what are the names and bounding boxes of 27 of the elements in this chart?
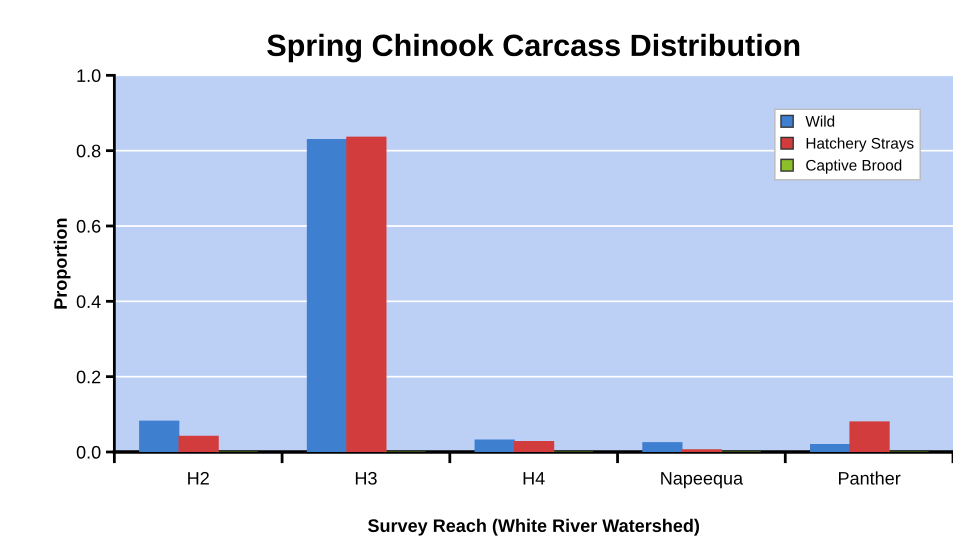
bar — [474, 440, 515, 452]
x-tick-label: Napeequa — [661, 472, 744, 488]
x-tick-label: H2 — [188, 472, 209, 485]
legend-label: Wild — [805, 116, 834, 127]
bar — [178, 436, 219, 452]
bar — [306, 138, 348, 452]
x-tick-label: H3 — [356, 472, 377, 485]
legend-label: Hatchery Strays — [806, 137, 914, 152]
y-tick-label: 0.2 — [76, 370, 100, 384]
y-tick-label: 0.8 — [76, 144, 100, 158]
y-tick-label: 0.4 — [76, 295, 101, 308]
x-tick-label: H4 — [524, 472, 545, 485]
y-axis-title: Proportion — [54, 218, 71, 309]
y-tick-label: 0.0 — [76, 446, 100, 459]
legend-label: Captive Brood — [806, 159, 902, 174]
bar — [810, 444, 850, 452]
x-tick-label: Panther — [839, 471, 900, 485]
y-tick-label: 1.0 — [77, 69, 100, 82]
bar — [139, 420, 180, 452]
bar — [346, 136, 386, 452]
bar — [642, 442, 683, 452]
bar — [514, 441, 554, 452]
chart-title: Spring Chinook Carcass Distribution — [267, 34, 800, 62]
y-tick-label: 0.6 — [76, 220, 100, 233]
bar — [682, 449, 722, 452]
bar — [849, 421, 890, 452]
x-axis-title: Survey Reach (White River Watershed) — [368, 518, 700, 536]
